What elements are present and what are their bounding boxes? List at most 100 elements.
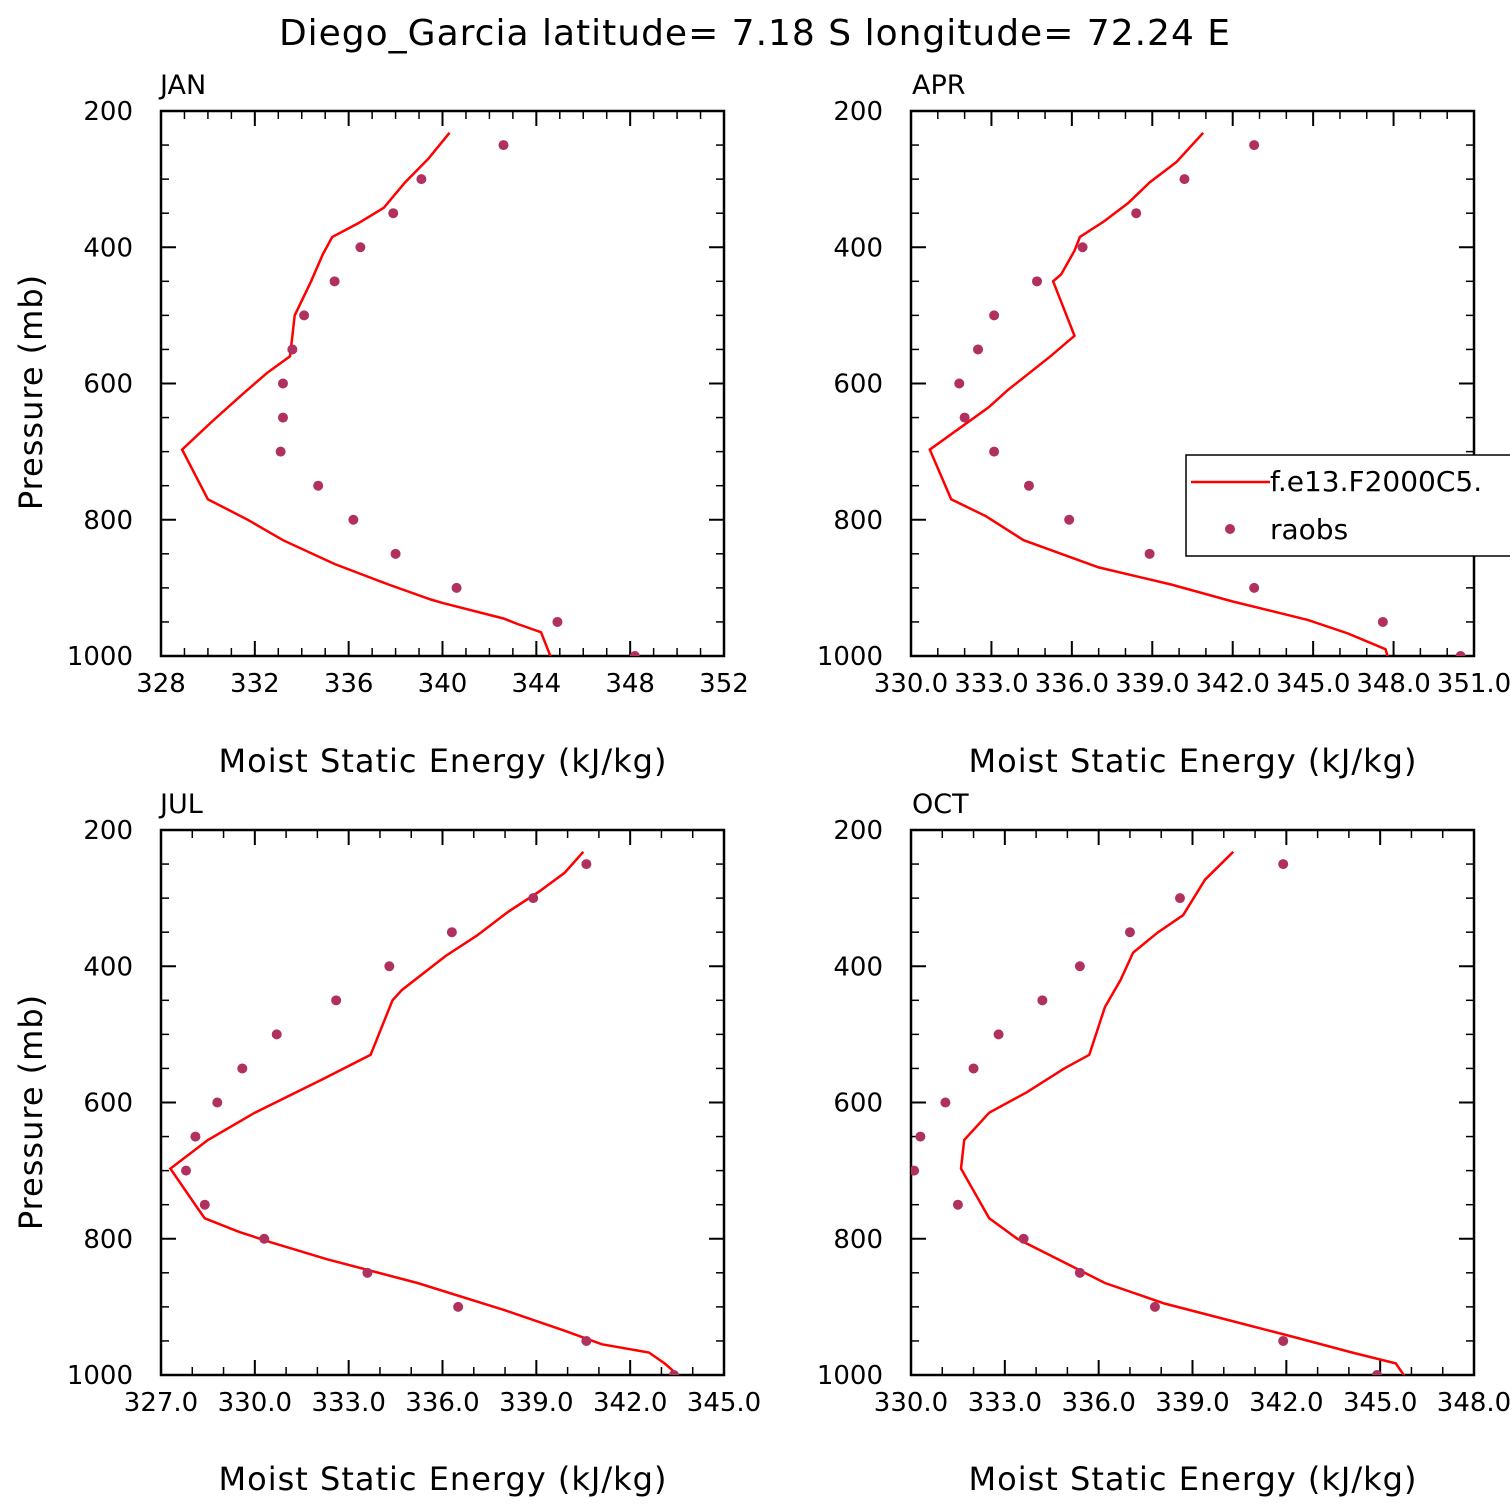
raobs-point xyxy=(993,1029,1004,1040)
panel-oct: OCT Moist Static Energy (kJ/kg) 330.0 333… xyxy=(817,789,1510,1498)
x-tick-label: 342.0 xyxy=(593,1388,667,1418)
x-tick-label: 339.0 xyxy=(1155,1388,1229,1418)
raobs-point xyxy=(190,1131,201,1142)
y-tick-label: 400 xyxy=(833,233,883,263)
raobs-point xyxy=(362,1267,373,1278)
panel-jan: JAN Pressure (mb) Moist Static Energy (k… xyxy=(12,70,749,780)
legend: f.e13.F2000C5. raobs xyxy=(1185,454,1510,557)
legend-dot-swatch xyxy=(1225,524,1235,534)
raobs-point xyxy=(416,174,427,185)
raobs-point xyxy=(453,1301,464,1312)
model-profile-line xyxy=(168,850,680,1375)
raobs-point xyxy=(668,1370,679,1375)
raobs-point xyxy=(277,412,288,423)
y-tick-label: 600 xyxy=(83,1089,133,1119)
x-tick-label: 352 xyxy=(699,669,749,699)
raobs-point xyxy=(451,582,462,593)
raobs-point xyxy=(498,140,509,151)
y-tick-label: 200 xyxy=(83,816,133,846)
raobs-point xyxy=(271,1029,282,1040)
raobs-point xyxy=(384,961,395,972)
legend-box xyxy=(1185,454,1510,557)
x-tick-label: 348.0 xyxy=(1356,669,1430,699)
y-tick-label: 1000 xyxy=(817,1361,883,1391)
x-tick-label: 345.0 xyxy=(1276,669,1350,699)
x-tick-label: 336.0 xyxy=(405,1388,479,1418)
raobs-point xyxy=(199,1199,210,1210)
x-axis-label: Moist Static Energy (kJ/kg) xyxy=(219,742,668,780)
raobs-point xyxy=(1023,480,1034,491)
raobs-point xyxy=(1372,1370,1383,1375)
x-tick-label: 351.0 xyxy=(1437,669,1510,699)
y-tick-label: 800 xyxy=(833,506,883,536)
y-tick-label: 200 xyxy=(833,816,883,846)
y-tick-label: 400 xyxy=(83,233,133,263)
raobs-point xyxy=(277,378,288,389)
y-tick-label: 400 xyxy=(833,952,883,982)
raobs-point xyxy=(299,310,310,321)
y-tick-label: 1000 xyxy=(67,1361,133,1391)
raobs-point xyxy=(973,344,984,355)
panel-label: JUL xyxy=(158,789,203,820)
raobs-point xyxy=(911,1165,920,1176)
y-tick-label: 800 xyxy=(83,1225,133,1255)
raobs-point xyxy=(968,1063,979,1074)
figure-title: Diego_Garcia latitude= 7.18 S longitude=… xyxy=(279,13,1231,54)
plot-frame xyxy=(159,828,726,1377)
raobs-point xyxy=(329,276,340,287)
raobs-point xyxy=(954,378,965,389)
model-profile-line xyxy=(959,850,1406,1375)
x-tick-label: 342.0 xyxy=(1249,1388,1323,1418)
x-tick-label: 333.0 xyxy=(311,1388,385,1418)
y-tick-label: 1000 xyxy=(67,642,133,672)
raobs-point xyxy=(1278,859,1289,870)
raobs-point xyxy=(313,480,324,491)
raobs-point xyxy=(1455,651,1466,656)
raobs-point xyxy=(952,1199,963,1210)
x-tick-label: 332 xyxy=(230,669,280,699)
data-layer xyxy=(928,131,1466,656)
panel-label: APR xyxy=(912,70,966,101)
raobs-point xyxy=(552,616,563,627)
x-tick-label: 342.0 xyxy=(1195,669,1269,699)
raobs-point xyxy=(629,651,640,656)
raobs-point xyxy=(528,893,539,904)
raobs-point xyxy=(989,310,1000,321)
y-tick-label: 800 xyxy=(83,506,133,536)
model-profile-line xyxy=(928,131,1389,656)
raobs-point xyxy=(1037,995,1048,1006)
raobs-point xyxy=(940,1097,951,1108)
x-tick-label: 339.0 xyxy=(499,1388,573,1418)
raobs-point xyxy=(390,548,401,559)
raobs-point xyxy=(1124,927,1135,938)
y-tick-label: 600 xyxy=(83,370,133,400)
raobs-point xyxy=(1179,174,1190,185)
x-tick-label: 333.0 xyxy=(968,1388,1042,1418)
x-tick-label: 336 xyxy=(324,669,374,699)
data-layer xyxy=(911,850,1406,1375)
plot-frame xyxy=(909,109,1476,658)
y-axis-label: Pressure (mb) xyxy=(12,274,50,510)
y-tick-label: 1000 xyxy=(817,642,883,672)
x-tick-label: 330.0 xyxy=(874,669,948,699)
raobs-point xyxy=(1077,242,1088,253)
data-layer xyxy=(168,850,680,1375)
raobs-point xyxy=(331,995,342,1006)
raobs-point xyxy=(989,446,1000,457)
x-axis-label: Moist Static Energy (kJ/kg) xyxy=(219,1460,668,1498)
x-axis-label: Moist Static Energy (kJ/kg) xyxy=(969,1460,1418,1498)
x-tick-label: 344 xyxy=(512,669,562,699)
raobs-point xyxy=(275,446,286,457)
y-tick-label: 800 xyxy=(833,1225,883,1255)
x-tick-label: 330.0 xyxy=(874,1388,948,1418)
data-layer xyxy=(180,132,640,656)
raobs-point xyxy=(959,412,970,423)
raobs-point xyxy=(915,1131,926,1142)
legend-label-model: f.e13.F2000C5. xyxy=(1270,465,1482,498)
x-tick-label: 336.0 xyxy=(1035,669,1109,699)
raobs-point xyxy=(581,1335,592,1346)
x-tick-label: 327.0 xyxy=(124,1388,198,1418)
x-axis-label: Moist Static Energy (kJ/kg) xyxy=(969,742,1418,780)
raobs-point xyxy=(1064,514,1075,525)
